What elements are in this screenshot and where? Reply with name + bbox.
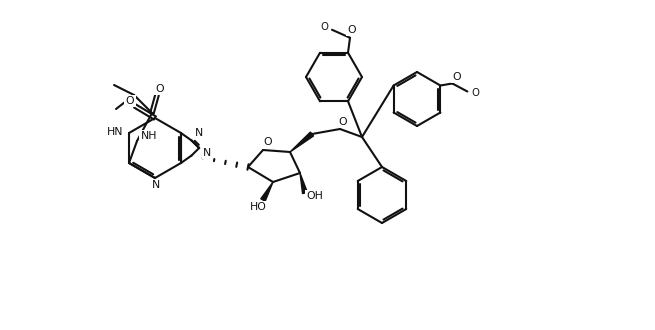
Text: O: O	[348, 25, 356, 35]
Text: O: O	[452, 72, 460, 82]
Text: NH: NH	[141, 131, 157, 141]
Text: O: O	[126, 96, 134, 106]
Text: O: O	[264, 137, 272, 147]
Text: O: O	[156, 84, 164, 94]
Text: O: O	[472, 88, 479, 98]
Text: HO: HO	[250, 202, 267, 212]
Text: N: N	[195, 127, 202, 138]
Polygon shape	[261, 182, 273, 201]
Text: HN: HN	[107, 127, 123, 137]
Text: OH: OH	[307, 191, 324, 201]
Polygon shape	[290, 132, 314, 152]
Text: O: O	[339, 117, 347, 127]
Text: O: O	[320, 22, 328, 32]
Polygon shape	[300, 173, 307, 194]
Text: N: N	[203, 148, 212, 158]
Text: N: N	[152, 180, 160, 190]
